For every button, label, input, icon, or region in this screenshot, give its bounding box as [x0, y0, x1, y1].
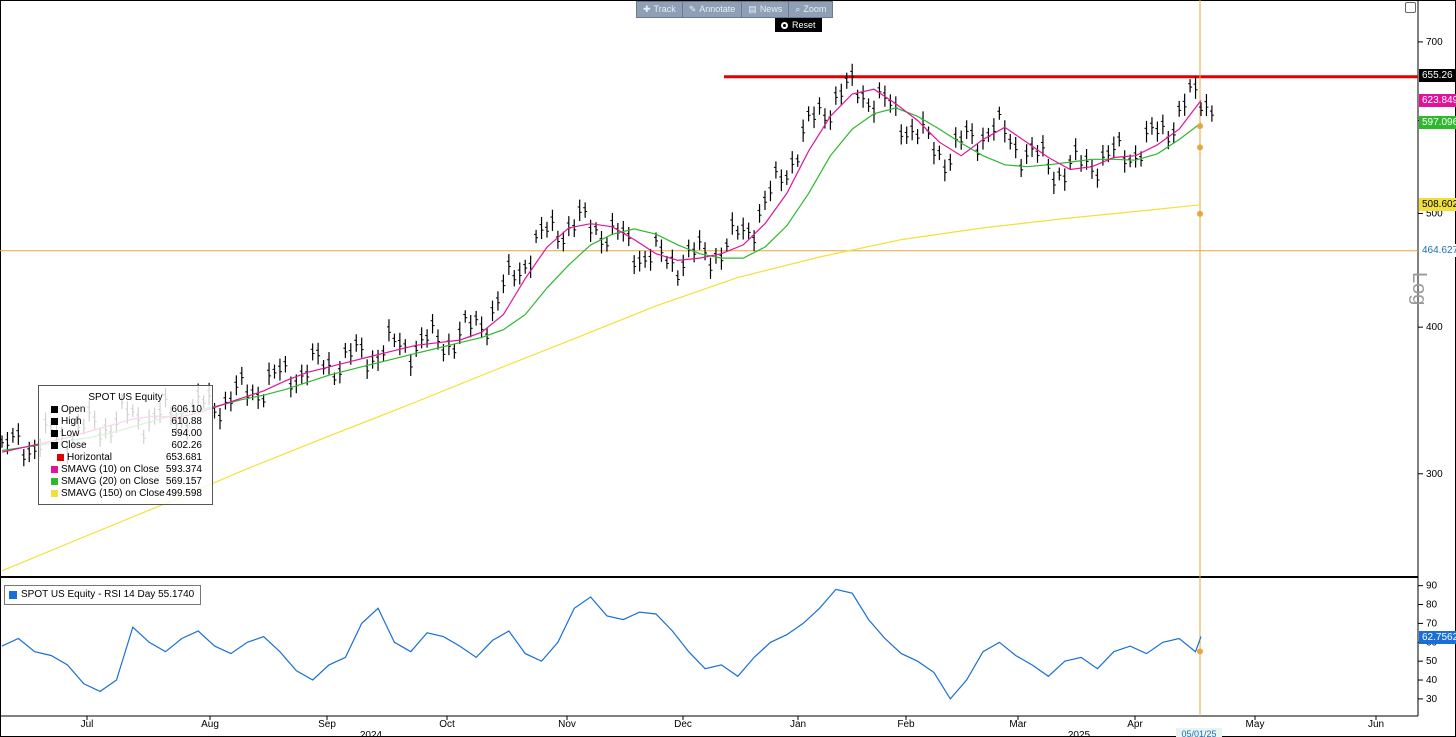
month-label: Jul	[81, 719, 94, 730]
cursor-dot-rsi	[1197, 648, 1203, 655]
month-label: Mar	[1009, 719, 1027, 730]
cursor-dot-sma10	[1197, 123, 1203, 130]
legend-row: SMAVG (20) on Close 569.157	[39, 476, 208, 488]
legend-label: SMAVG (10) on Close	[61, 464, 160, 475]
legend-swatch	[57, 454, 64, 461]
news-icon: ▤	[748, 4, 757, 14]
chart-toolbar: ✚ Track ✎ Annotate ▤ News ⌕ Zoom	[636, 1, 834, 18]
price-tag: 655.26	[1419, 69, 1456, 83]
month-label: Jun	[1368, 719, 1384, 730]
month-label: Jan	[790, 719, 806, 730]
news-label: News	[759, 4, 783, 14]
year-label: 2025	[1068, 730, 1091, 737]
rsi-tick-label: 70	[1426, 618, 1438, 629]
month-label: May	[1246, 719, 1265, 730]
price-tick-label: 300	[1426, 469, 1443, 480]
rsi-tick-label: 30	[1426, 694, 1438, 705]
reset-icon	[781, 21, 788, 29]
legend-row: Open 606.10	[39, 404, 208, 416]
legend-value: 653.681	[165, 452, 202, 463]
legend-value: 569.157	[165, 476, 202, 487]
legend-value: 602.26	[171, 440, 202, 451]
month-label: Apr	[1127, 719, 1143, 730]
zoom-label: Zoom	[803, 4, 827, 14]
price-tag: 464.627	[1419, 244, 1456, 258]
cursor-date-box	[1176, 728, 1222, 737]
legend-row: SMAVG (10) on Close 593.374	[39, 464, 208, 476]
crosshair-icon: ✚	[643, 4, 651, 14]
legend-row: Horizontal 653.681	[39, 452, 208, 464]
legend-label: High	[61, 416, 82, 427]
legend-swatch	[51, 478, 58, 485]
rsi-value-tag: 62.7562	[1419, 630, 1456, 644]
log-scale-label[interactable]: Log	[1408, 272, 1430, 306]
legend-swatch	[51, 406, 58, 413]
price-tag: 623.849	[1419, 94, 1456, 108]
rsi-tick-label: 50	[1426, 656, 1438, 667]
legend-value: 594.00	[171, 428, 202, 439]
legend-label: Close	[61, 440, 87, 451]
track-button[interactable]: ✚ Track	[637, 2, 683, 17]
rsi-tick-label: 80	[1426, 600, 1438, 611]
month-label: Dec	[674, 719, 692, 730]
legend-swatch	[51, 490, 58, 497]
rsi-line	[1, 588, 1202, 700]
annotate-label: Annotate	[699, 4, 736, 14]
month-label: Sep	[318, 719, 336, 730]
rsi-swatch	[9, 591, 17, 599]
legend-row: Close 602.26	[39, 440, 208, 452]
price-tick-label: 500	[1426, 208, 1443, 219]
news-button[interactable]: ▤ News	[742, 2, 790, 17]
legend-row: SMAVG (150) on Close 499.598	[39, 488, 208, 500]
cursor-dot-sma20	[1197, 144, 1203, 151]
rsi-tick-label: 40	[1426, 675, 1438, 686]
legend-swatch	[51, 442, 58, 449]
month-label: Aug	[201, 719, 219, 730]
pencil-icon: ✎	[688, 4, 697, 14]
panel-options-icon[interactable]	[1405, 2, 1416, 13]
legend-value: 610.88	[171, 416, 202, 427]
legend-value: 499.598	[165, 488, 202, 499]
reset-label: Reset	[792, 20, 816, 30]
price-legend[interactable]: SPOT US Equity Open 606.10 High 610.88 Low 59…	[38, 385, 213, 505]
rsi-legend-label: SPOT US Equity - RSI 14 Day 55.1740	[21, 589, 195, 600]
legend-label: Horizontal	[67, 452, 113, 463]
year-label: 2024	[360, 730, 383, 737]
legend-title: SPOT US Equity	[88, 392, 163, 403]
price-tick-label: 400	[1426, 322, 1443, 333]
magnifier-icon: ⌕	[795, 4, 801, 14]
legend-label: SMAVG (20) on Close	[61, 476, 160, 487]
month-label: Oct	[439, 719, 455, 730]
price-tag: 597.096	[1419, 116, 1456, 130]
price-tag: 508.602	[1419, 198, 1456, 212]
legend-swatch	[51, 430, 58, 437]
legend-label: Open	[61, 404, 86, 415]
price-tick-label: 700	[1426, 37, 1443, 48]
legend-swatch	[51, 466, 58, 473]
legend-row: Low 594.00	[39, 428, 208, 440]
reset-button[interactable]: Reset	[775, 18, 822, 32]
track-label: Track	[653, 4, 676, 14]
legend-value: 593.374	[165, 464, 202, 475]
cursor-date-label: 05/01/25	[1181, 729, 1216, 737]
legend-label: Low	[61, 428, 80, 439]
legend-swatch	[51, 418, 58, 425]
month-label: Feb	[897, 719, 915, 730]
legend-row: High 610.88	[39, 416, 208, 428]
legend-label: SMAVG (150) on Close	[61, 488, 165, 499]
rsi-legend[interactable]: SPOT US Equity - RSI 14 Day 55.1740	[4, 585, 202, 605]
annotate-button[interactable]: ✎ Annotate	[683, 2, 743, 17]
rsi-tick-label: 90	[1426, 581, 1438, 592]
cursor-dot-sma150	[1197, 210, 1203, 217]
zoom-button[interactable]: ⌕ Zoom	[789, 2, 832, 17]
month-label: Nov	[558, 719, 576, 730]
legend-value: 606.10	[171, 404, 202, 415]
